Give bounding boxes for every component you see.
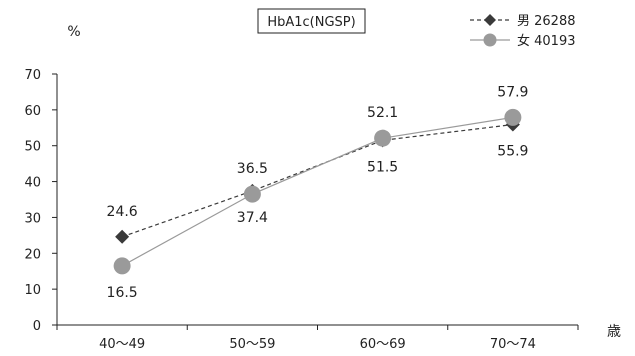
y-tick-label: 60	[24, 104, 41, 119]
axes: 0 10 20 30 40 50 60 70 40〜49 50〜59 60〜69 70〜74	[24, 68, 579, 352]
data-label: 16.5	[107, 285, 138, 301]
x-tick-label: 50〜59	[229, 337, 275, 352]
y-tick-label: 40	[24, 176, 41, 191]
legend-marker-male-diamond	[484, 14, 496, 26]
data-point-female	[113, 257, 131, 275]
x-tick-label: 40〜49	[99, 337, 145, 352]
chart-title: HbA1c(NGSP)	[267, 15, 355, 30]
y-tick-label: 10	[24, 283, 41, 298]
chart-title-border	[257, 8, 366, 34]
data-point-male	[115, 229, 130, 244]
data-label: 24.6	[107, 204, 138, 220]
data-label-layer: 24.6 37.4 51.5 55.9 16.5 36.5 52.1 57.9	[107, 84, 529, 300]
legend-label-female: 女 40193	[517, 33, 576, 49]
data-point-female	[243, 185, 261, 203]
series-layer	[113, 108, 522, 275]
x-axis-unit-label: 歳	[607, 324, 621, 340]
legend: 男 26288 女 40193	[470, 14, 576, 49]
x-tick-label: 60〜69	[360, 337, 406, 352]
data-label: 55.9	[497, 144, 528, 160]
y-tick-label: 20	[24, 247, 41, 262]
chart-title-box: HbA1c(NGSP)	[257, 8, 366, 34]
series-line-female	[121, 116, 513, 267]
legend-label-male: 男 26288	[517, 14, 576, 29]
data-label: 57.9	[497, 84, 528, 100]
y-tick-label: 0	[33, 319, 41, 334]
data-label: 37.4	[237, 210, 268, 226]
data-label: 36.5	[237, 161, 268, 177]
data-label: 51.5	[367, 159, 398, 175]
data-point-female	[374, 129, 392, 147]
y-tick-label: 70	[24, 68, 41, 83]
legend-marker-female-circle	[483, 33, 497, 47]
y-tick-label: 50	[24, 140, 41, 155]
x-tick-label: 70〜74	[490, 337, 536, 352]
series-line-male	[121, 123, 513, 238]
data-label: 52.1	[367, 105, 398, 121]
data-point-female	[504, 108, 522, 126]
y-axis-unit-label: %	[67, 24, 80, 40]
y-tick-label: 30	[24, 211, 41, 226]
